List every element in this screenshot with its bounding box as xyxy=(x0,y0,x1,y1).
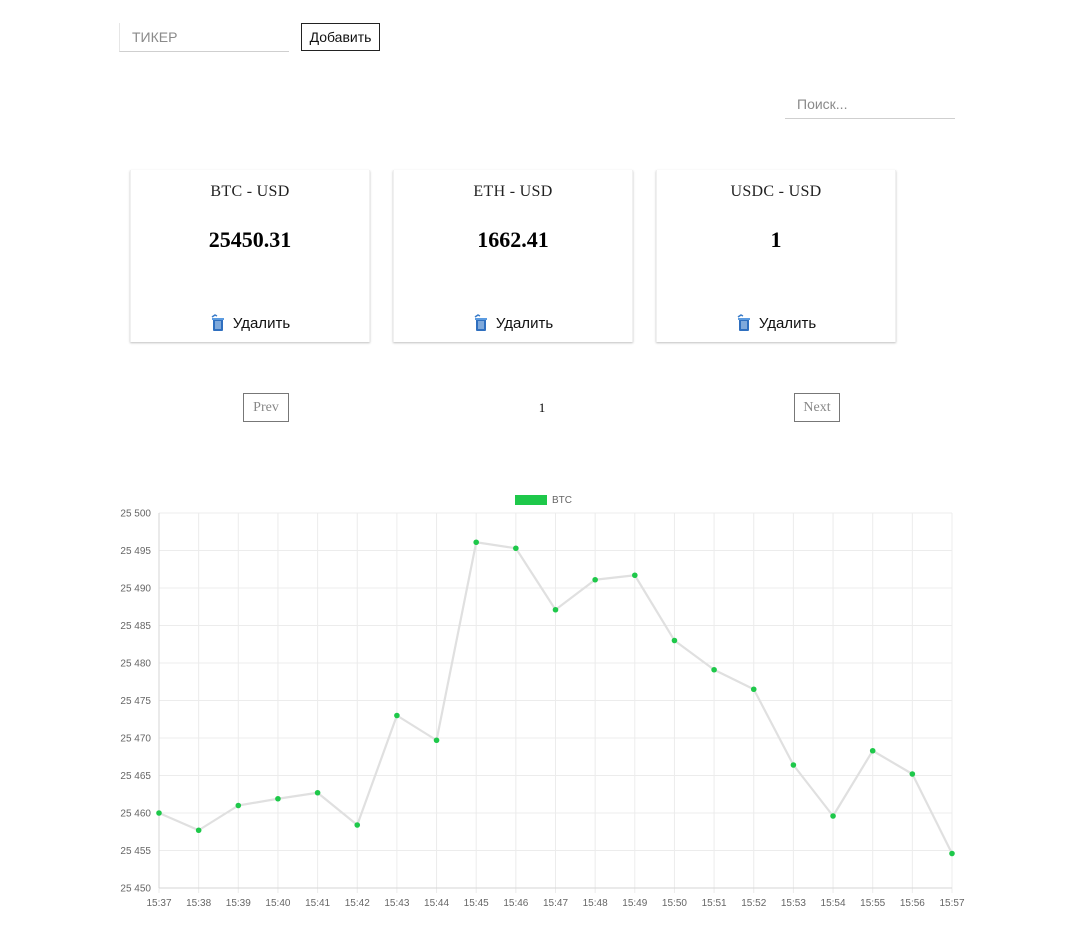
data-point xyxy=(513,545,519,552)
data-point xyxy=(433,737,440,744)
trash-icon xyxy=(473,314,489,332)
data-point xyxy=(156,810,162,816)
ticker-card-usdc[interactable]: USDC - USD 1 Удалить xyxy=(656,170,896,342)
data-point xyxy=(869,747,876,754)
x-axis-ticks: 15:37 15:38 15:39 15:40 15:41 15:42 15:43 15:44… xyxy=(146,898,964,909)
data-point xyxy=(275,795,281,802)
data-point xyxy=(909,771,916,777)
data-point xyxy=(750,686,757,693)
x-tick-label: 15:56 xyxy=(900,898,925,909)
data-point xyxy=(552,606,559,613)
x-tick-label: 15:44 xyxy=(424,898,449,909)
x-tick-label: 15:48 xyxy=(583,898,608,909)
x-tick-label: 15:49 xyxy=(622,898,647,909)
delete-label: Удалить xyxy=(495,314,554,332)
x-tick-label: 15:47 xyxy=(543,898,568,909)
x-tick-label: 15:42 xyxy=(345,898,370,909)
search-input[interactable] xyxy=(785,90,955,119)
current-page-number: 1 xyxy=(538,400,546,415)
card-price: 25450.31 xyxy=(208,227,292,252)
x-tick-label: 15:54 xyxy=(821,898,846,909)
y-tick-label: 25 450 xyxy=(120,884,151,895)
card-price: 1662.41 xyxy=(477,227,549,252)
x-tick-label: 15:43 xyxy=(384,898,409,909)
data-point xyxy=(394,712,400,719)
y-tick-label: 25 475 xyxy=(120,696,151,707)
data-point xyxy=(195,827,202,834)
chart-legend: BTC xyxy=(515,495,572,506)
y-tick-label: 25 495 xyxy=(120,546,151,557)
chart-grid xyxy=(158,512,953,893)
delete-label: Удалить xyxy=(232,314,291,332)
x-tick-label: 15:45 xyxy=(464,898,489,909)
trash-icon xyxy=(210,314,226,332)
y-tick-label: 25 500 xyxy=(120,509,151,520)
delete-button[interactable]: Удалить xyxy=(657,312,895,334)
x-tick-label: 15:38 xyxy=(186,898,211,909)
y-tick-label: 25 465 xyxy=(120,771,151,782)
x-tick-label: 15:57 xyxy=(939,898,964,909)
legend-swatch xyxy=(515,495,547,505)
data-point xyxy=(949,850,955,857)
y-tick-label: 25 490 xyxy=(120,584,151,595)
y-tick-label: 25 460 xyxy=(120,809,151,820)
next-page-button[interactable]: Next xyxy=(794,393,840,422)
ticker-card-btc[interactable]: BTC - USD 25450.31 Удалить xyxy=(130,170,370,342)
card-title: USDC - USD xyxy=(730,183,822,200)
data-point xyxy=(671,637,678,644)
y-tick-label: 25 455 xyxy=(120,846,151,857)
x-tick-label: 15:52 xyxy=(741,898,766,909)
x-tick-label: 15:55 xyxy=(860,898,885,909)
data-point xyxy=(235,802,242,809)
x-tick-label: 15:37 xyxy=(146,898,171,909)
prev-page-button[interactable]: Prev xyxy=(243,393,289,422)
data-point xyxy=(592,576,598,583)
y-tick-label: 25 485 xyxy=(120,621,151,632)
delete-label: Удалить xyxy=(758,314,817,332)
data-point xyxy=(711,666,717,673)
ticker-input[interactable] xyxy=(119,23,289,52)
ticker-card-eth[interactable]: ETH - USD 1662.41 Удалить xyxy=(393,170,633,342)
data-point xyxy=(314,789,321,796)
legend-label: BTC xyxy=(552,495,572,506)
x-tick-label: 15:39 xyxy=(226,898,251,909)
trash-icon xyxy=(736,314,752,332)
y-tick-label: 25 480 xyxy=(120,659,151,670)
x-tick-label: 15:41 xyxy=(305,898,330,909)
x-tick-label: 15:50 xyxy=(662,898,687,909)
x-tick-label: 15:53 xyxy=(781,898,806,909)
card-title: ETH - USD xyxy=(473,183,553,200)
data-point xyxy=(354,822,361,828)
y-tick-label: 25 470 xyxy=(120,734,151,745)
x-tick-label: 15:40 xyxy=(265,898,290,909)
data-point xyxy=(790,762,797,768)
price-chart: BTC 25 450 25 455 25 460 25 465 25 470 25 475… xyxy=(120,495,965,909)
data-point xyxy=(473,539,480,546)
delete-button[interactable]: Удалить xyxy=(394,312,632,334)
delete-button[interactable]: Удалить xyxy=(131,312,369,334)
x-tick-label: 15:51 xyxy=(702,898,727,909)
data-point xyxy=(830,813,836,819)
data-point xyxy=(632,572,638,579)
series-points xyxy=(156,539,955,857)
x-tick-label: 15:46 xyxy=(503,898,528,909)
card-title: BTC - USD xyxy=(210,183,290,200)
y-axis-ticks: 25 450 25 455 25 460 25 465 25 470 25 475 25 4… xyxy=(120,509,151,895)
add-ticker-button[interactable]: Добавить xyxy=(301,23,380,51)
card-price: 1 xyxy=(770,227,782,252)
